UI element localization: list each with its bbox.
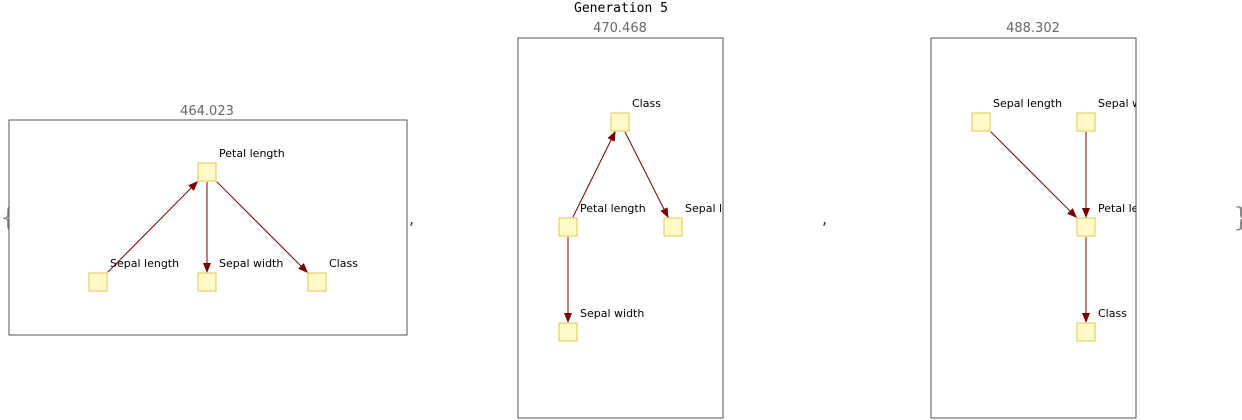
node-box-cl: [610, 112, 630, 132]
network-graph: 470.468 Class Petal length Sepal length Sep…: [517, 21, 754, 419]
node-label-pl: Petal length: [219, 147, 285, 160]
network-graph: 464.023 Petal length Sepal length Sepal wi…: [8, 104, 408, 336]
edge-arrow-sl-to-pl: [107, 180, 199, 273]
graph-score: 464.023: [180, 104, 234, 119]
node-box-pl: [558, 217, 578, 237]
node-label-sw: Sepal width: [219, 257, 283, 270]
graph-frame: [517, 37, 724, 419]
edge-arrow-sl-to-pl: [990, 131, 1077, 218]
list-separator: ,: [409, 209, 414, 228]
node-label-sl: Sepal length: [110, 257, 179, 270]
edge-arrow-pl-to-cl: [572, 131, 616, 218]
list-separator: ,: [822, 209, 827, 228]
node-box-sl: [971, 112, 991, 132]
graph-frame: [8, 119, 408, 336]
node-box-cl: [1076, 322, 1096, 342]
graph-score: 470.468: [593, 21, 647, 36]
node-box-sw: [558, 322, 578, 342]
node-label-pl: Petal length: [1098, 202, 1164, 215]
node-label-cl: Class: [1098, 307, 1127, 320]
generation-title: Generation 5: [574, 1, 668, 16]
node-box-pl: [1076, 217, 1096, 237]
node-box-sw: [1076, 112, 1096, 132]
node-box-sl: [88, 272, 108, 292]
node-label-cl: Class: [329, 257, 358, 270]
graph-score: 488.302: [1006, 21, 1060, 36]
node-box-sl: [663, 217, 683, 237]
node-label-sl: Sepal length: [993, 97, 1062, 110]
list-close-brace: }: [1233, 203, 1242, 233]
network-graph: 488.302 Sepal length Sepal width Petal len…: [930, 21, 1164, 419]
node-box-pl: [197, 162, 217, 182]
edge-arrow-pl-to-cl: [216, 181, 309, 274]
node-label-sl: Sepal length: [685, 202, 754, 215]
edge-arrow-cl-to-sl: [624, 131, 669, 219]
node-label-sw: Sepal width: [1098, 97, 1162, 110]
node-box-cl: [307, 272, 327, 292]
node-label-pl: Petal length: [580, 202, 646, 215]
node-label-sw: Sepal width: [580, 307, 644, 320]
node-label-cl: Class: [632, 97, 661, 110]
node-box-sw: [197, 272, 217, 292]
graph-frame: [930, 37, 1137, 419]
